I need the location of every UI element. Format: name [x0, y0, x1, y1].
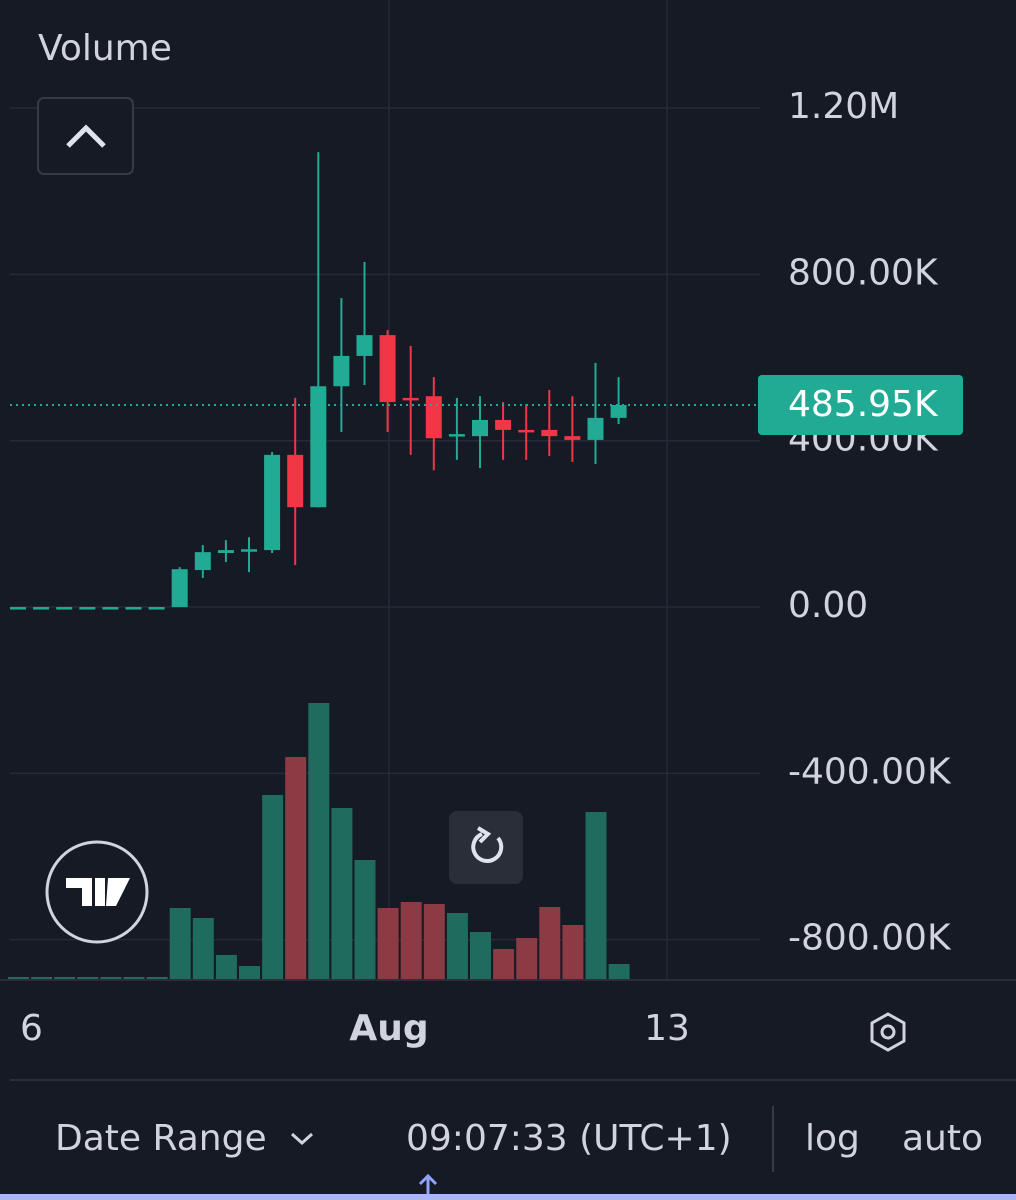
- volume-bar: [54, 977, 76, 979]
- volume-bar: [169, 908, 191, 979]
- y-tick-label: 800.00K: [788, 252, 939, 293]
- volume-bar: [562, 925, 584, 979]
- volume-bar: [215, 955, 237, 979]
- volume-bar: [400, 902, 422, 979]
- volume-bar: [377, 908, 399, 979]
- x-tick-label: 13: [644, 1008, 690, 1049]
- candle-body: [264, 454, 281, 551]
- volume-bar: [100, 977, 122, 979]
- y-tick-label: 0.00: [788, 585, 868, 626]
- volume-bar: [285, 757, 307, 979]
- candle-body: [102, 607, 119, 610]
- settings-icon: [880, 1024, 896, 1040]
- candle-body: [33, 607, 50, 610]
- candle-body: [541, 429, 558, 437]
- candle-body: [402, 397, 419, 401]
- reset-button[interactable]: [449, 811, 523, 884]
- candle-body: [587, 417, 604, 440]
- candle-body: [610, 404, 627, 418]
- pane-label: Volume: [38, 28, 172, 69]
- candle-body: [171, 569, 188, 608]
- date-range-button[interactable]: Date Range: [55, 1118, 267, 1159]
- volume-bar: [77, 977, 99, 979]
- reset-icon: [471, 832, 504, 863]
- candle-body: [518, 429, 535, 433]
- x-tick-label: 6: [20, 1008, 43, 1049]
- volume-bar: [516, 938, 538, 979]
- volume-bar: [31, 977, 53, 979]
- candle-body: [56, 607, 73, 610]
- volume-bar: [446, 913, 468, 979]
- volume-bar: [308, 703, 330, 979]
- candle-body: [125, 607, 142, 610]
- candle-body: [564, 436, 581, 440]
- x-tick-label: Aug: [349, 1008, 428, 1049]
- candle-body: [333, 355, 350, 387]
- candle-body: [379, 335, 396, 403]
- clock: 09:07:33 (UTC+1): [406, 1118, 732, 1159]
- dropdown-icon: [290, 1132, 314, 1146]
- y-tick-label: 1.20M: [788, 86, 899, 127]
- candle-body: [310, 386, 327, 508]
- arrow-icon: [418, 1173, 438, 1194]
- tv-logo-mark: [66, 878, 130, 906]
- bottom-bar: [0, 1194, 1016, 1200]
- volume-bar: [262, 795, 284, 979]
- volume-bar: [470, 932, 491, 979]
- reset-icon: [476, 826, 492, 844]
- candle-body: [10, 607, 26, 610]
- volume-bar: [608, 964, 630, 979]
- plot: [8, 152, 760, 979]
- candle-body: [148, 607, 165, 610]
- auto-button[interactable]: auto: [902, 1118, 983, 1159]
- last-price-tag: [758, 374, 963, 435]
- last-price-label: 485.95K: [788, 384, 939, 425]
- candle-body: [448, 434, 465, 437]
- log-button[interactable]: log: [805, 1118, 860, 1159]
- candle-body: [217, 550, 234, 553]
- volume-bar: [585, 812, 607, 979]
- volume-bar: [354, 860, 376, 979]
- volume-bar: [8, 977, 29, 979]
- volume-bar: [493, 949, 515, 979]
- chevron-icon: [66, 124, 106, 148]
- volume-bar: [123, 977, 145, 979]
- y-tick-label: -400.00K: [788, 751, 952, 792]
- volume-bar: [423, 904, 445, 979]
- volume-bar: [239, 966, 260, 979]
- y-tick-label: -800.00K: [788, 918, 952, 959]
- candle-body: [79, 607, 96, 610]
- candle-body: [356, 335, 373, 356]
- candle-body: [495, 419, 512, 430]
- collapse-button[interactable]: [37, 97, 134, 175]
- candle-body: [241, 549, 257, 552]
- candle-body: [194, 552, 211, 571]
- candle-body: [287, 454, 304, 508]
- settings-icon[interactable]: [870, 1012, 906, 1052]
- volume-bar: [192, 918, 214, 979]
- candle-body: [472, 419, 488, 437]
- volume-bar: [146, 977, 168, 979]
- volume-bar: [331, 808, 353, 979]
- candle-body: [425, 396, 442, 439]
- volume-bar: [539, 907, 561, 979]
